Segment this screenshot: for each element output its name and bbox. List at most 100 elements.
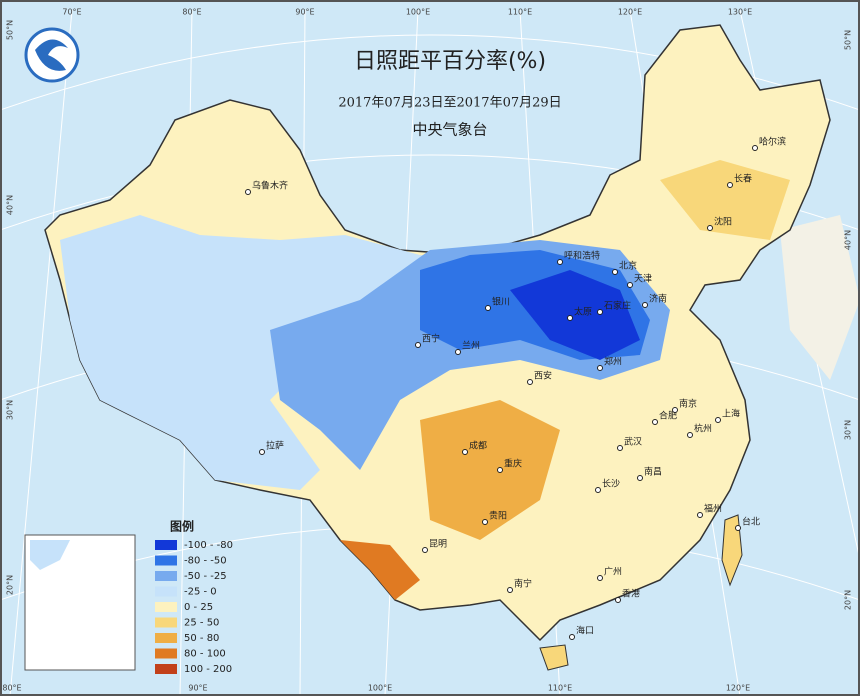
legend: 图例 -100 - -80 -80 - -50 -50 - -25 -25 - 0 0 … xyxy=(155,519,233,675)
city-marker xyxy=(462,449,468,455)
region-dark-orange xyxy=(340,540,420,600)
city-label: 合肥 xyxy=(659,410,677,422)
graticule-label: 120°E xyxy=(726,684,750,693)
city-marker xyxy=(569,634,575,640)
city-label: 天津 xyxy=(634,274,652,285)
period: 2017年07月23日至2017年07月29日 xyxy=(338,96,561,111)
legend-swatch xyxy=(155,648,177,659)
inset-frame xyxy=(24,534,136,671)
city-marker xyxy=(527,379,533,385)
city-label: 南宁 xyxy=(514,578,532,590)
legend-label: 0 - 25 xyxy=(184,602,213,613)
city-marker xyxy=(597,365,603,371)
graticule-label: 50°N xyxy=(844,30,853,50)
city-label: 南京 xyxy=(679,398,697,410)
region-light-blue xyxy=(60,215,470,490)
graticule-label: 30°N xyxy=(6,400,15,420)
city-label: 南昌 xyxy=(644,466,662,478)
city-marker xyxy=(259,449,265,455)
city-label: 重庆 xyxy=(504,458,522,470)
city-label: 济南 xyxy=(649,293,667,305)
city-label: 杭州 xyxy=(694,423,712,435)
city-marker xyxy=(597,575,603,581)
graticule-label: 110°E xyxy=(508,8,532,17)
legend-swatch xyxy=(155,602,177,612)
city-label: 广州 xyxy=(604,566,622,578)
legend-label: -100 - -80 xyxy=(184,540,233,551)
city-label: 成都 xyxy=(469,440,487,452)
city-label: 上海 xyxy=(722,408,740,420)
city-marker xyxy=(567,315,573,321)
legend-label: -25 - 0 xyxy=(184,587,217,598)
city-label: 银川 xyxy=(492,296,510,308)
inset-sea xyxy=(30,540,70,570)
city-marker xyxy=(672,407,678,413)
city-marker xyxy=(497,467,503,473)
city-marker xyxy=(415,342,421,348)
legend-label: 25 - 50 xyxy=(184,618,219,629)
city-marker xyxy=(617,445,623,451)
city-label: 福州 xyxy=(704,503,722,515)
city-label: 哈尔滨 xyxy=(759,136,786,148)
graticule-label: 90°E xyxy=(188,684,207,693)
city-label: 长春 xyxy=(734,173,752,185)
graticule-label: 80°E xyxy=(182,8,201,17)
city-label: 海口 xyxy=(576,625,594,637)
graticule-label: 20°N xyxy=(844,590,853,610)
city-marker xyxy=(637,475,643,481)
legend-label: 80 - 100 xyxy=(184,649,226,660)
graticule-label: 50°N xyxy=(6,20,15,40)
graticule-label: 70°E xyxy=(62,8,81,17)
inset xyxy=(24,534,136,671)
city-marker xyxy=(595,487,601,493)
city-marker xyxy=(422,547,428,553)
city-marker xyxy=(485,305,491,311)
graticule-label: 100°E xyxy=(368,684,392,693)
city-marker xyxy=(652,419,658,425)
legend-swatch xyxy=(155,571,177,581)
hainan xyxy=(539,644,569,671)
region-deep-blue xyxy=(510,270,640,360)
city-label: 郑州 xyxy=(604,356,622,368)
legend-swatch xyxy=(155,540,177,550)
legend-swatch xyxy=(155,555,177,566)
city-marker xyxy=(612,269,618,275)
agency: 中央气象台 xyxy=(412,121,487,139)
graticule-label: 120°E xyxy=(618,8,642,17)
region-orange xyxy=(420,400,560,540)
taiwan xyxy=(721,514,743,587)
city-marker xyxy=(557,259,563,265)
region-yellow xyxy=(660,160,790,240)
city-label: 拉萨 xyxy=(266,440,284,452)
graticule-label: 40°N xyxy=(6,195,15,215)
city-marker xyxy=(697,512,703,518)
city-label: 兰州 xyxy=(462,340,480,352)
city-marker xyxy=(482,519,488,525)
graticule-label: 90°E xyxy=(295,8,314,17)
legend-swatch xyxy=(155,664,177,674)
title: 日照距平百分率(%) xyxy=(354,49,546,74)
legend-label: -50 - -25 xyxy=(184,571,227,582)
graticule-label: 100°E xyxy=(406,8,430,17)
graticule-label: 20°N xyxy=(6,575,15,595)
city-label: 西宁 xyxy=(422,333,440,345)
city-label: 呼和浩特 xyxy=(564,250,600,262)
city-marker xyxy=(597,309,603,315)
legend-title: 图例 xyxy=(170,519,194,534)
city-label: 西安 xyxy=(534,370,552,382)
city-marker xyxy=(455,349,461,355)
graticule-label: 130°E xyxy=(728,8,752,17)
city-marker xyxy=(245,189,251,195)
city-label: 沈阳 xyxy=(714,216,732,228)
lon-line xyxy=(9,9,73,696)
city-label: 石家庄 xyxy=(604,300,631,312)
graticule-label: 80°E xyxy=(2,684,21,693)
city-marker xyxy=(727,182,733,188)
city-label: 长沙 xyxy=(602,478,620,490)
city-label: 昆明 xyxy=(429,539,447,550)
logo-ring xyxy=(24,27,80,83)
graticule-label: 110°E xyxy=(548,684,572,693)
legend-label: -80 - -50 xyxy=(184,556,227,567)
legend-label: 50 - 80 xyxy=(184,633,219,644)
